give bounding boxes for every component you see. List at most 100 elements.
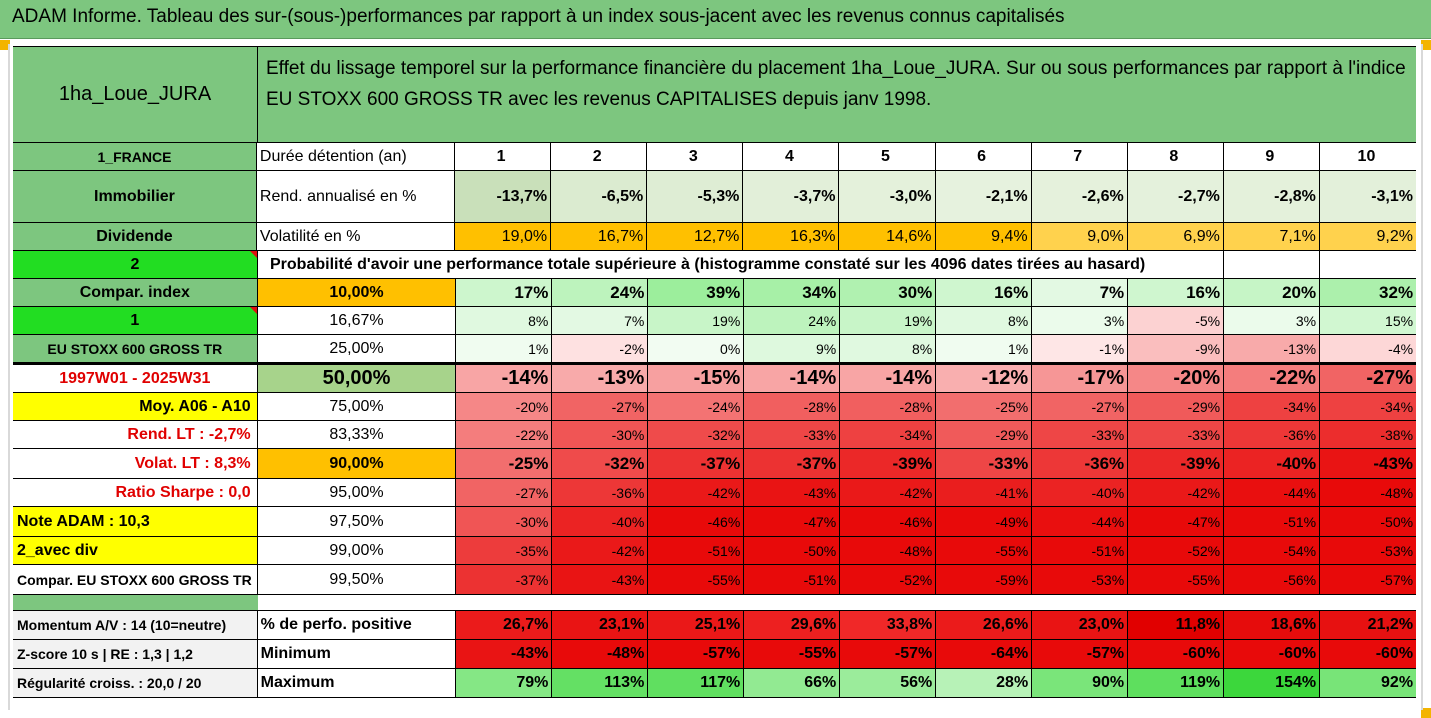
maximum-value: 92% <box>1320 669 1417 697</box>
percentile-value: -34% <box>1224 393 1321 420</box>
vol-value: 12,7% <box>647 223 744 250</box>
percentile-row: Volat. LT : 8,3% 90,00% -25% -32% -37% -37% -3… <box>13 449 1417 479</box>
positive-left-label: Momentum A/V : 14 (10=neutre) <box>13 611 258 639</box>
percentile-value: -55% <box>936 537 1033 564</box>
separator-line <box>13 610 1416 611</box>
percentile-value: -37% <box>648 449 745 478</box>
percentile-value: 3% <box>1032 307 1129 334</box>
rend-value: -6,5% <box>551 171 648 222</box>
percentile-value: -33% <box>1128 421 1225 448</box>
percentile-label: 99,00% <box>257 537 457 564</box>
percentile-value: -14% <box>744 365 841 392</box>
rend-value: -13,7% <box>455 171 552 222</box>
percentile-value: 30% <box>840 279 937 306</box>
year-header: 1 <box>455 143 552 170</box>
percentile-value: -17% <box>1032 365 1129 392</box>
percentile-value: -30% <box>552 421 649 448</box>
percentile-row: 1997W01 - 2025W31 50,00% -14% -13% -15% -14% -… <box>13 363 1417 393</box>
percentile-value: -57% <box>1320 565 1417 594</box>
rend-row: Immobilier Rend. annualisé en % -13,7% -6… <box>13 171 1416 223</box>
year-header: 4 <box>743 143 840 170</box>
avec-div-label: 2_avec div <box>13 537 258 564</box>
percentile-value: -43% <box>744 479 841 506</box>
percentile-value: -40% <box>1224 449 1321 478</box>
note-adam-label: Note ADAM : 10,3 <box>13 507 258 536</box>
percentile-value: -30% <box>456 507 553 536</box>
percentile-value: -4% <box>1320 335 1417 362</box>
one-label: 1 <box>13 307 258 334</box>
percentile-value: 17% <box>456 279 553 306</box>
header-row: 1ha_Loue_JURA Effet du lissage temporel … <box>13 46 1416 143</box>
percentile-row: Ratio Sharpe : 0,0 95,00% -27% -36% -42% -43%… <box>13 479 1417 507</box>
percentile-value: -15% <box>648 365 745 392</box>
minimum-left-label: Z-score 10 s | RE : 1,3 | 1,2 <box>13 640 258 668</box>
maximum-value: 90% <box>1032 669 1129 697</box>
percentile-label: 75,00% <box>257 393 457 420</box>
percentile-value: 7% <box>552 307 649 334</box>
percentile-value: -36% <box>552 479 649 506</box>
percentile-value: -9% <box>1128 335 1225 362</box>
two-label: 2 <box>13 251 258 278</box>
percentile-value: -25% <box>936 393 1033 420</box>
percentile-row: Compar. index 10,00% 17% 24% 39% 34% 30% 16% 7% 1… <box>13 279 1417 307</box>
percentile-value: -35% <box>456 537 553 564</box>
positive-value: 26,6% <box>936 611 1033 639</box>
percentile-row: Note ADAM : 10,3 97,50% -30% -40% -46% -47% -4… <box>13 507 1417 537</box>
minimum-value: -60% <box>1128 640 1225 668</box>
positive-value: 11,8% <box>1128 611 1225 639</box>
maximum-value: 113% <box>552 669 649 697</box>
percentile-row: Moy. A06 - A10 75,00% -20% -27% -24% -28% -28%… <box>13 393 1417 421</box>
positive-row: Momentum A/V : 14 (10=neutre)% de perfo.… <box>13 611 1417 640</box>
maximum-label: Maximum <box>257 669 457 697</box>
percentile-value: -32% <box>648 421 745 448</box>
percentile-value: 32% <box>1320 279 1417 306</box>
period-label: 1997W01 - 2025W31 <box>13 365 258 392</box>
percentile-row: 2_avec div 99,00% -35% -42% -51% -50% -48% -55%… <box>13 537 1417 565</box>
vol-value: 16,7% <box>551 223 648 250</box>
vol-row: Dividende Volatilité en % 19,0% 16,7% 12,7… <box>13 223 1416 251</box>
percentile-value: -22% <box>1224 365 1321 392</box>
maximum-left-label: Régularité croiss. : 20,0 / 20 <box>13 669 258 697</box>
percentile-label: 25,00% <box>257 335 457 362</box>
percentile-value: -27% <box>552 393 649 420</box>
minimum-value: -43% <box>456 640 553 668</box>
performance-table: 1ha_Loue_JURA Effet du lissage temporel … <box>13 46 1417 698</box>
percentile-value: -44% <box>1032 507 1129 536</box>
rend-value: -2,6% <box>1031 171 1128 222</box>
ratio-sharpe-label: Ratio Sharpe : 0,0 <box>13 479 258 506</box>
minimum-value: -60% <box>1224 640 1321 668</box>
corner-marker <box>1421 40 1431 50</box>
percentile-value: 1% <box>936 335 1033 362</box>
maximum-value: 119% <box>1128 669 1225 697</box>
percentile-value: 20% <box>1224 279 1321 306</box>
year-header: 9 <box>1224 143 1320 170</box>
percentile-row: Compar. EU STOXX 600 GROSS TR 99,50% -37% -… <box>13 565 1417 595</box>
separator-row <box>13 595 1416 610</box>
percentile-value: 16% <box>936 279 1033 306</box>
percentile-value: -34% <box>840 421 937 448</box>
percentile-value: -38% <box>1320 421 1417 448</box>
rend-label: Rend. annualisé en % <box>256 171 456 222</box>
vol-value: 9,4% <box>935 223 1032 250</box>
percentile-value: -37% <box>744 449 841 478</box>
minimum-value: -57% <box>840 640 937 668</box>
percentile-value: -48% <box>1320 479 1417 506</box>
maximum-value: 56% <box>840 669 937 697</box>
vol-value: 16,3% <box>743 223 840 250</box>
positive-value: 18,6% <box>1224 611 1321 639</box>
moy-label: Moy. A06 - A10 <box>13 393 258 420</box>
percentile-value: 34% <box>744 279 841 306</box>
percentile-value: 1% <box>456 335 553 362</box>
rend-value: -2,7% <box>1127 171 1224 222</box>
percentile-value: -46% <box>840 507 937 536</box>
positive-value: 25,1% <box>648 611 745 639</box>
percentile-value: -53% <box>1320 537 1417 564</box>
year-header: 10 <box>1357 147 1376 165</box>
percentile-label: 99,50% <box>257 565 457 594</box>
vol-value: 9,2% <box>1319 223 1416 250</box>
vol-value: 14,6% <box>839 223 936 250</box>
minimum-value: -57% <box>648 640 745 668</box>
percentile-label: 10,00% <box>257 279 457 306</box>
index-name-label: EU STOXX 600 GROSS TR <box>13 335 258 362</box>
description: Effet du lissage temporel sur la perform… <box>258 47 1416 142</box>
